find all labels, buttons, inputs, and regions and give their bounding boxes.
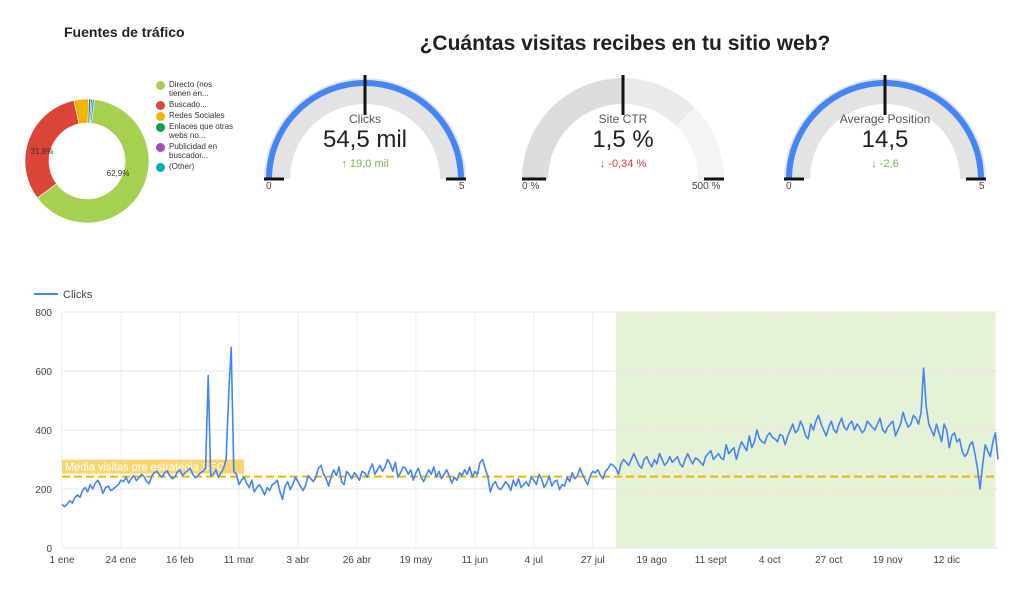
gauge-arc xyxy=(264,75,466,181)
x-tick-label: 1 ene xyxy=(49,555,74,566)
page-title: ¿Cuántas visitas recibes en tu sitio web… xyxy=(419,32,831,55)
legend-label: (Other) xyxy=(169,162,195,171)
clicks-series-line[interactable] xyxy=(61,346,999,508)
donut-slice[interactable] xyxy=(90,98,95,124)
traffic-sources-title: Fuentes de tráfico xyxy=(64,24,185,40)
gauge-delta-value: 19,0 mil xyxy=(350,158,389,170)
x-tick-label: 19 nov xyxy=(873,555,903,566)
legend-label: Redes Sociales xyxy=(169,111,225,120)
x-tick-label: 26 abr xyxy=(343,555,372,566)
gauge-clicks[interactable]: Clicks 54,5 mil ↑ 19,0 mil 0 5 xyxy=(262,74,492,204)
gauge-label: Site CTR xyxy=(598,112,648,126)
gauge-min-label: 0 xyxy=(266,181,272,192)
legend-swatch xyxy=(156,101,165,110)
reference-line-label: Media visitas pre estrategia SEO xyxy=(65,462,226,474)
slice-label-buscador: 31,8% xyxy=(31,147,54,156)
x-tick-label: 11 mar xyxy=(224,555,255,566)
gauge-arc xyxy=(784,75,986,181)
chart-legend-label: Clicks xyxy=(63,289,93,301)
gauge-max-label: 500 % xyxy=(692,181,721,192)
legend-swatch xyxy=(156,112,165,121)
x-tick-label: 27 jul xyxy=(581,555,605,566)
clicks-line-chart[interactable]: Clicks 0 200 400 600 800 1 ene 24 ene 16 feb 11 m… xyxy=(28,284,1013,574)
arrow-down-icon: ↓ xyxy=(871,158,880,170)
x-tick-label: 11 sept xyxy=(695,555,727,566)
legend-label: Buscado... xyxy=(169,100,207,109)
x-tick-label: 11 jun xyxy=(462,555,489,566)
traffic-donut-chart[interactable]: 62,9% 31,8% xyxy=(22,96,152,226)
gauge-label: Clicks xyxy=(349,112,381,126)
y-tick-label: 600 xyxy=(35,367,52,378)
legend-swatch xyxy=(156,123,165,132)
y-tick-label: 200 xyxy=(35,485,52,496)
legend-swatch xyxy=(156,81,165,90)
gauge-delta-value: -0,34 % xyxy=(608,158,647,170)
legend-item[interactable]: Enlaces que otras webs no... xyxy=(156,122,236,140)
x-tick-label: 3 abr xyxy=(287,555,310,566)
gauge-delta-value: -2,6 xyxy=(879,158,899,170)
gauge-arc xyxy=(522,75,724,181)
arrow-down-icon: ↓ xyxy=(599,158,609,170)
y-tick-label: 800 xyxy=(35,308,52,319)
traffic-legend: Directo (nos tienen en... Buscado... Redes… xyxy=(156,80,236,173)
gauge-label: Average Position xyxy=(839,112,931,126)
reference-label-bg xyxy=(62,459,244,474)
legend-item[interactable]: Publicidad en buscador... xyxy=(156,142,236,160)
x-tick-label: 19 ago xyxy=(637,555,668,566)
x-tick-label: 4 oct xyxy=(759,555,781,566)
gauge-delta: ↓ -2,6 xyxy=(782,158,988,170)
gauge-min-label: 0 xyxy=(786,181,792,192)
gauge-delta: ↑ 19,0 mil xyxy=(262,158,468,170)
legend-label: Publicidad en buscador... xyxy=(169,142,218,160)
arrow-up-icon: ↑ xyxy=(341,158,351,170)
x-tick-label: 19 may xyxy=(399,555,432,566)
legend-item[interactable]: (Other) xyxy=(156,162,236,172)
x-tick-label: 24 ene xyxy=(106,555,137,566)
legend-swatch xyxy=(156,143,165,152)
legend-item[interactable]: Redes Sociales xyxy=(156,111,236,121)
gauge-delta: ↓ -0,34 % xyxy=(520,158,726,170)
legend-item[interactable]: Directo (nos tienen en... xyxy=(156,80,236,98)
gauge-value: 1,5 % xyxy=(592,126,654,153)
gauge-min-label: 0 % xyxy=(522,181,540,192)
gauge-value: 14,5 xyxy=(861,126,909,153)
gauge-value: 54,5 mil xyxy=(322,126,408,153)
legend-label: Enlaces que otras webs no... xyxy=(169,122,234,140)
x-tick-label: 12 dic xyxy=(933,555,960,566)
legend-item[interactable]: Buscado... xyxy=(156,100,236,110)
gauge-max-label: 5 xyxy=(459,181,465,192)
gauge-average-position[interactable]: Average Position 14,5 ↓ -2,6 0 5 xyxy=(782,74,1012,204)
legend-swatch xyxy=(156,163,165,172)
gauge-max-label: 5 xyxy=(979,181,985,192)
x-tick-label: 27 oct xyxy=(815,555,842,566)
y-tick-label: 400 xyxy=(35,426,52,437)
slice-label-directo: 62,9% xyxy=(107,169,130,178)
y-tick-label: 0 xyxy=(46,544,52,555)
legend-label: Directo (nos tienen en... xyxy=(169,80,213,98)
x-tick-label: 4 jul xyxy=(525,555,543,566)
gauge-site-ctr[interactable]: Site CTR 1,5 % ↓ -0,34 % 0 % 500 % xyxy=(520,74,750,204)
donut-slice[interactable] xyxy=(36,99,150,224)
x-tick-label: 16 feb xyxy=(166,555,194,566)
